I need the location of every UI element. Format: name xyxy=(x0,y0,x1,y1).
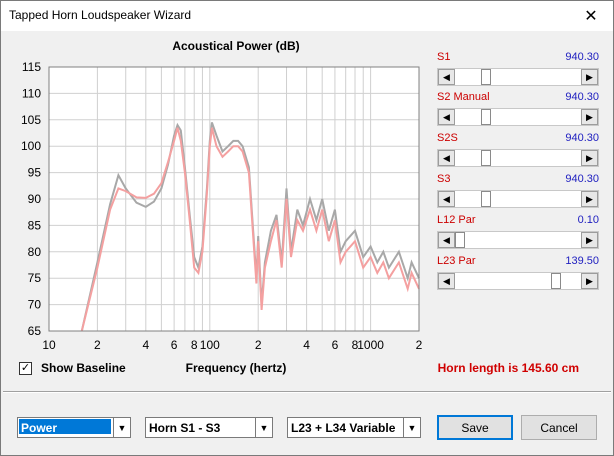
y-tick-label: 85 xyxy=(28,218,42,232)
right-arrow-icon[interactable]: ▶ xyxy=(581,273,598,289)
cancel-label: Cancel xyxy=(540,420,578,435)
right-arrow-icon[interactable]: ▶ xyxy=(581,150,598,166)
slider-track[interactable] xyxy=(455,69,581,85)
chevron-down-icon[interactable]: ▼ xyxy=(255,418,272,437)
slider-label: L23 Par xyxy=(437,255,476,267)
left-arrow-icon[interactable]: ◀ xyxy=(438,191,455,207)
save-label: Save xyxy=(461,420,489,435)
x-tick-label: 4 xyxy=(142,338,149,352)
chart-title: Acoustical Power (dB) xyxy=(172,39,300,53)
slider-value: 0.10 xyxy=(577,214,599,226)
horn-type-value: Horn S1 - S3 xyxy=(149,421,221,435)
x-tick-label: 10 xyxy=(42,338,56,352)
y-tick-label: 75 xyxy=(28,271,42,285)
slider-thumb[interactable] xyxy=(480,109,491,125)
slider-label: S2 Manual xyxy=(437,91,490,103)
slider-scrollbar[interactable]: ◀ ▶ xyxy=(437,149,599,167)
slider-track[interactable] xyxy=(455,273,581,289)
y-tick-label: 80 xyxy=(28,245,42,259)
left-arrow-icon[interactable]: ◀ xyxy=(438,273,455,289)
checkbox-box[interactable]: ✓ xyxy=(19,361,32,375)
slider-thumb[interactable] xyxy=(455,232,465,248)
y-tick-label: 100 xyxy=(21,139,41,153)
variable-value: L23 + L34 Variable xyxy=(291,421,396,435)
slider-thumb[interactable] xyxy=(480,69,491,85)
slider-track[interactable] xyxy=(455,191,581,207)
slider-scrollbar[interactable]: ◀ ▶ xyxy=(437,190,599,208)
slider-scrollbar[interactable]: ◀ ▶ xyxy=(437,272,599,290)
slider-thumb[interactable] xyxy=(480,150,491,166)
y-tick-label: 90 xyxy=(28,192,42,206)
chevron-down-icon[interactable]: ▼ xyxy=(403,418,420,437)
right-arrow-icon[interactable]: ▶ xyxy=(581,69,598,85)
y-tick-label: 70 xyxy=(28,298,42,312)
show-baseline-label: Show Baseline xyxy=(41,361,126,375)
divider xyxy=(3,391,611,393)
plot-type-select[interactable]: Power ▼ xyxy=(17,417,131,438)
y-tick-label: 105 xyxy=(21,113,41,127)
slider-value: 139.50 xyxy=(565,255,599,267)
left-arrow-icon[interactable]: ◀ xyxy=(438,150,455,166)
slider-value: 940.30 xyxy=(565,132,599,144)
slider-value: 940.30 xyxy=(565,91,599,103)
plot-border xyxy=(48,66,420,332)
slider-value: 940.30 xyxy=(565,51,599,63)
left-arrow-icon[interactable]: ◀ xyxy=(438,232,455,248)
right-arrow-icon[interactable]: ▶ xyxy=(581,109,598,125)
slider-label: L12 Par xyxy=(437,214,476,226)
slider-thumb[interactable] xyxy=(551,273,562,289)
series-line-2 xyxy=(80,127,420,332)
cancel-button[interactable]: Cancel xyxy=(521,415,597,440)
horn-length-status: Horn length is 145.60 cm xyxy=(437,361,579,375)
y-tick-label: 110 xyxy=(22,86,41,100)
x-tick-label: 2 xyxy=(416,338,423,352)
x-tick-label: 1000 xyxy=(357,338,384,352)
slider-label: S1 xyxy=(437,51,451,63)
x-tick-label: 8 xyxy=(352,338,359,352)
x-axis-label: Frequency (hertz) xyxy=(185,361,287,375)
slider-track[interactable] xyxy=(455,150,581,166)
x-tick-label: 2 xyxy=(94,338,101,352)
close-icon[interactable]: ✕ xyxy=(584,8,598,25)
slider-thumb[interactable] xyxy=(480,191,491,207)
slider-track[interactable] xyxy=(455,109,581,125)
check-icon: ✓ xyxy=(20,361,31,374)
slider-label: S3 xyxy=(437,173,451,185)
left-arrow-icon[interactable]: ◀ xyxy=(438,109,455,125)
slider-scrollbar[interactable]: ◀ ▶ xyxy=(437,68,599,86)
x-tick-label: 100 xyxy=(200,338,220,352)
y-tick-label: 65 xyxy=(28,324,42,338)
x-tick-label: 2 xyxy=(255,338,262,352)
left-arrow-icon[interactable]: ◀ xyxy=(438,69,455,85)
x-tick-label: 6 xyxy=(332,338,339,352)
x-tick-label: 8 xyxy=(191,338,198,352)
y-tick-label: 95 xyxy=(28,166,42,180)
slider-track[interactable] xyxy=(455,232,581,248)
right-arrow-icon[interactable]: ▶ xyxy=(581,232,598,248)
variable-select[interactable]: L23 + L34 Variable ▼ xyxy=(287,417,421,438)
x-tick-label: 4 xyxy=(303,338,310,352)
y-tick-label: 115 xyxy=(22,60,41,74)
horn-type-select[interactable]: Horn S1 - S3 ▼ xyxy=(145,417,273,438)
slider-scrollbar[interactable]: ◀ ▶ xyxy=(437,108,599,126)
plot-type-value: Power xyxy=(19,419,111,435)
slider-scrollbar[interactable]: ◀ ▶ xyxy=(437,231,599,249)
slider-label: S2S xyxy=(437,132,458,144)
window-title: Tapped Horn Loudspeaker Wizard xyxy=(9,8,192,22)
title-bar: Tapped Horn Loudspeaker Wizard ✕ xyxy=(1,1,613,31)
show-baseline-checkbox[interactable]: ✓ Show Baseline xyxy=(19,361,126,375)
x-tick-label: 6 xyxy=(171,338,178,352)
chevron-down-icon[interactable]: ▼ xyxy=(113,418,130,437)
save-button[interactable]: Save xyxy=(437,415,513,440)
slider-value: 940.30 xyxy=(565,173,599,185)
right-arrow-icon[interactable]: ▶ xyxy=(581,191,598,207)
